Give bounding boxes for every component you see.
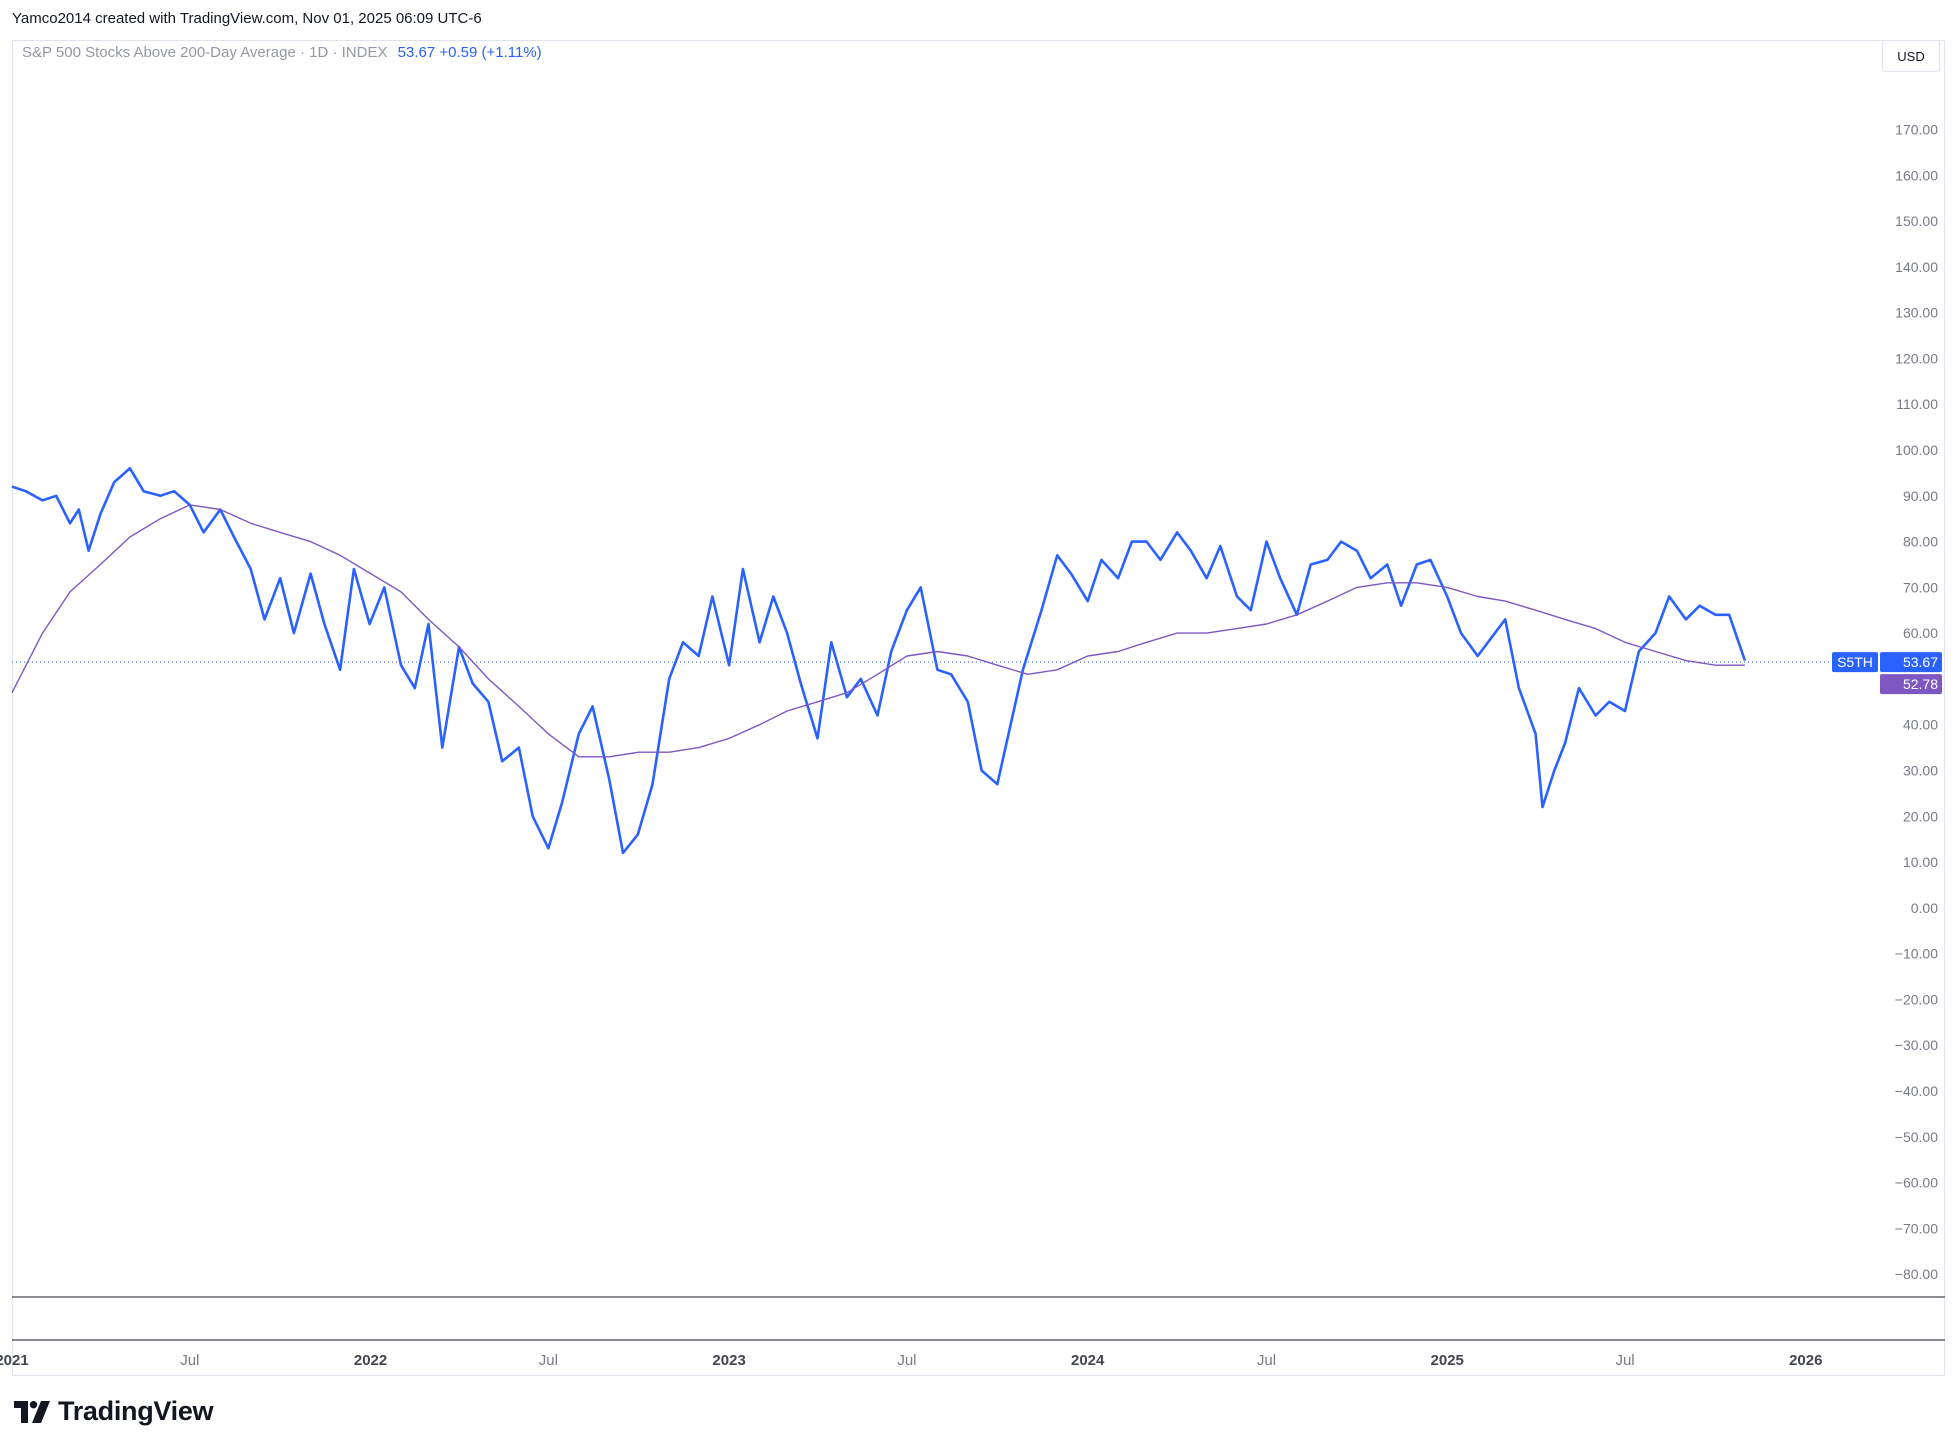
y-tick-label: 0.00 bbox=[1911, 900, 1938, 916]
y-tick-label: 60.00 bbox=[1903, 625, 1938, 641]
y-tick-label: 150.00 bbox=[1895, 213, 1938, 229]
series-line-price bbox=[11, 466, 1747, 855]
y-tick-label: 160.00 bbox=[1895, 167, 1938, 183]
y-tick-label: −10.00 bbox=[1895, 946, 1938, 962]
y-tick-label: −30.00 bbox=[1895, 1037, 1938, 1053]
x-axis: 2021 Jul 2022 Jul 2023 Jul 2024 Jul 2025 Jul 2026 bbox=[0, 1352, 1822, 1369]
y-tick-label: −70.00 bbox=[1895, 1220, 1938, 1236]
y-tick-label: 20.00 bbox=[1903, 808, 1938, 824]
y-tick-label: 40.00 bbox=[1903, 717, 1938, 733]
x-tick-label: 2025 bbox=[1431, 1352, 1464, 1369]
x-tick-label: Jul bbox=[539, 1352, 558, 1369]
y-tick-label: −60.00 bbox=[1895, 1175, 1938, 1191]
symbol-label: S5TH bbox=[1837, 654, 1873, 670]
x-tick-label: Jul bbox=[180, 1352, 199, 1369]
chart-frame bbox=[12, 40, 1945, 1376]
chart-credit: Yamco2014 created with TradingView.com, … bbox=[12, 10, 482, 27]
y-tick-label: 110.00 bbox=[1896, 396, 1938, 412]
tradingview-logo[interactable]: TradingView bbox=[14, 1396, 214, 1427]
y-axis: 170.00 160.00 150.00 140.00 130.00 120.00 110.… bbox=[1895, 122, 1938, 1283]
currency-button[interactable]: USD bbox=[1882, 40, 1940, 72]
x-tick-label: 2026 bbox=[1789, 1352, 1822, 1369]
x-tick-label: 2024 bbox=[1071, 1352, 1105, 1369]
y-tick-label: 170.00 bbox=[1895, 122, 1938, 138]
y-tick-label: 100.00 bbox=[1895, 442, 1938, 458]
y-tick-label: 10.00 bbox=[1903, 854, 1938, 870]
price-tags: S5TH 53.67 52.78 bbox=[1832, 652, 1942, 695]
legend-name: S&P 500 Stocks Above 200-Day Average · 1… bbox=[22, 44, 388, 61]
y-tick-label: −80.00 bbox=[1895, 1266, 1938, 1282]
y-tick-label: 80.00 bbox=[1903, 534, 1938, 550]
legend-values: 53.67 +0.59 (+1.11%) bbox=[397, 44, 542, 61]
x-tick-label: 2021 bbox=[0, 1352, 29, 1369]
y-tick-label: 30.00 bbox=[1903, 762, 1938, 778]
ma-value-label: 52.78 bbox=[1903, 676, 1938, 692]
symbol-price-tag: S5TH 53.67 bbox=[1832, 652, 1942, 673]
last-value-label: 53.67 bbox=[1903, 654, 1938, 670]
ma-price-tag: 52.78 bbox=[1880, 674, 1942, 695]
tradingview-icon bbox=[14, 1400, 50, 1423]
y-tick-label: −20.00 bbox=[1895, 991, 1938, 1007]
series-line-ma bbox=[11, 504, 1745, 758]
y-tick-label: 130.00 bbox=[1895, 305, 1938, 321]
x-tick-label: Jul bbox=[1257, 1352, 1276, 1369]
x-tick-label: Jul bbox=[1615, 1352, 1634, 1369]
lines-layer bbox=[11, 466, 1945, 1341]
x-tick-label: 2023 bbox=[712, 1352, 745, 1369]
y-tick-label: −40.00 bbox=[1895, 1083, 1938, 1099]
x-tick-label: Jul bbox=[897, 1352, 916, 1369]
y-tick-label: 90.00 bbox=[1903, 488, 1938, 504]
y-tick-label: 120.00 bbox=[1895, 350, 1938, 366]
y-tick-label: 140.00 bbox=[1895, 259, 1938, 275]
brand-text: TradingView bbox=[58, 1396, 214, 1426]
x-tick-label: 2022 bbox=[354, 1352, 387, 1369]
y-tick-label: −50.00 bbox=[1895, 1129, 1938, 1145]
y-tick-label: 70.00 bbox=[1903, 579, 1938, 595]
symbol-legend[interactable]: S&P 500 Stocks Above 200-Day Average · 1… bbox=[22, 44, 542, 61]
